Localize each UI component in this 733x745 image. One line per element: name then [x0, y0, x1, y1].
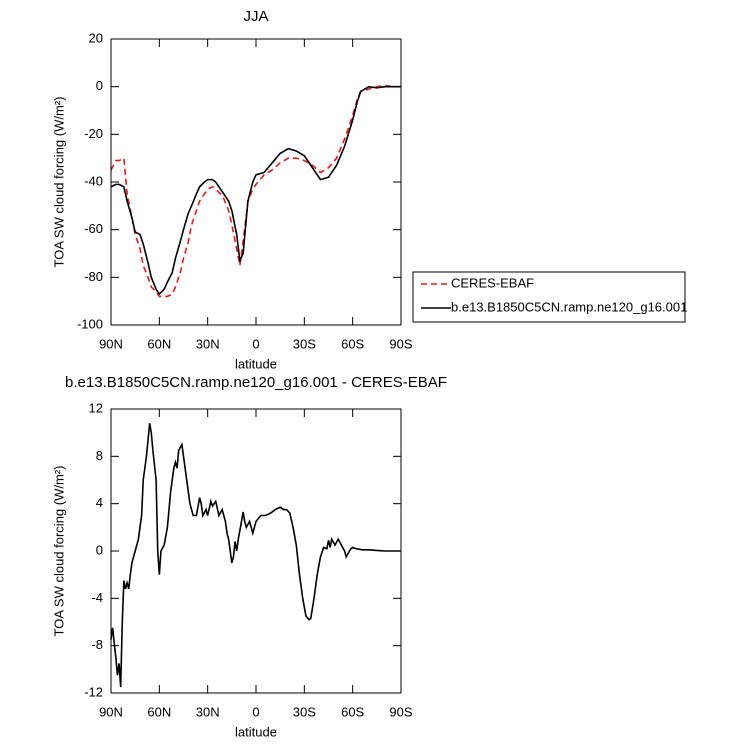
x-axis-label: latitude	[235, 724, 277, 739]
chart-title: b.e13.B1850C5CN.ramp.ne120_g16.001 - CER…	[65, 374, 447, 391]
x-tick-label: 30N	[196, 704, 220, 719]
y-tick-label: -60	[84, 221, 103, 236]
x-axis-label: latitude	[235, 356, 277, 371]
y-tick-label: -100	[77, 316, 103, 331]
x-tick-label: 90N	[99, 336, 123, 351]
y-tick-label: -4	[91, 590, 103, 605]
y-tick-label: 0	[96, 78, 103, 93]
y-tick-label: -40	[84, 173, 103, 188]
y-tick-label: -80	[84, 269, 103, 284]
legend-label: CERES-EBAF	[451, 275, 534, 290]
data-line	[110, 85, 401, 296]
y-tick-label: -12	[84, 684, 103, 699]
chart-title: JJA	[243, 8, 268, 25]
legend-label: b.e13.B1850C5CN.ramp.ne120_g16.001	[451, 299, 687, 314]
y-axis-label: TOA SW cloud forcing (W/m²)	[51, 97, 66, 268]
x-tick-label: 0	[252, 336, 259, 351]
x-tick-label: 90N	[99, 704, 123, 719]
x-tick-label: 30S	[293, 336, 316, 351]
legend-box	[412, 271, 686, 323]
x-tick-label: 0	[252, 704, 259, 719]
y-tick-label: -20	[84, 126, 103, 141]
x-tick-label: 90S	[389, 336, 412, 351]
x-tick-label: 30N	[196, 336, 220, 351]
x-tick-label: 30S	[293, 704, 316, 719]
x-tick-label: 60N	[147, 336, 171, 351]
data-line	[110, 423, 401, 688]
y-tick-label: -8	[91, 637, 103, 652]
y-axis-label: TOA SW cloud forcing (W/m²)	[51, 466, 66, 637]
plot-frame	[110, 38, 402, 326]
x-tick-label: 60S	[341, 704, 364, 719]
data-line	[110, 84, 401, 298]
y-tick-label: 20	[89, 30, 103, 45]
y-tick-label: 4	[96, 495, 103, 510]
x-tick-label: 60S	[341, 336, 364, 351]
plot-frame	[110, 408, 402, 694]
y-tick-label: 12	[89, 400, 103, 415]
x-tick-label: 90S	[389, 704, 412, 719]
y-tick-label: 8	[96, 448, 103, 463]
x-tick-label: 60N	[147, 704, 171, 719]
y-tick-label: 0	[96, 542, 103, 557]
